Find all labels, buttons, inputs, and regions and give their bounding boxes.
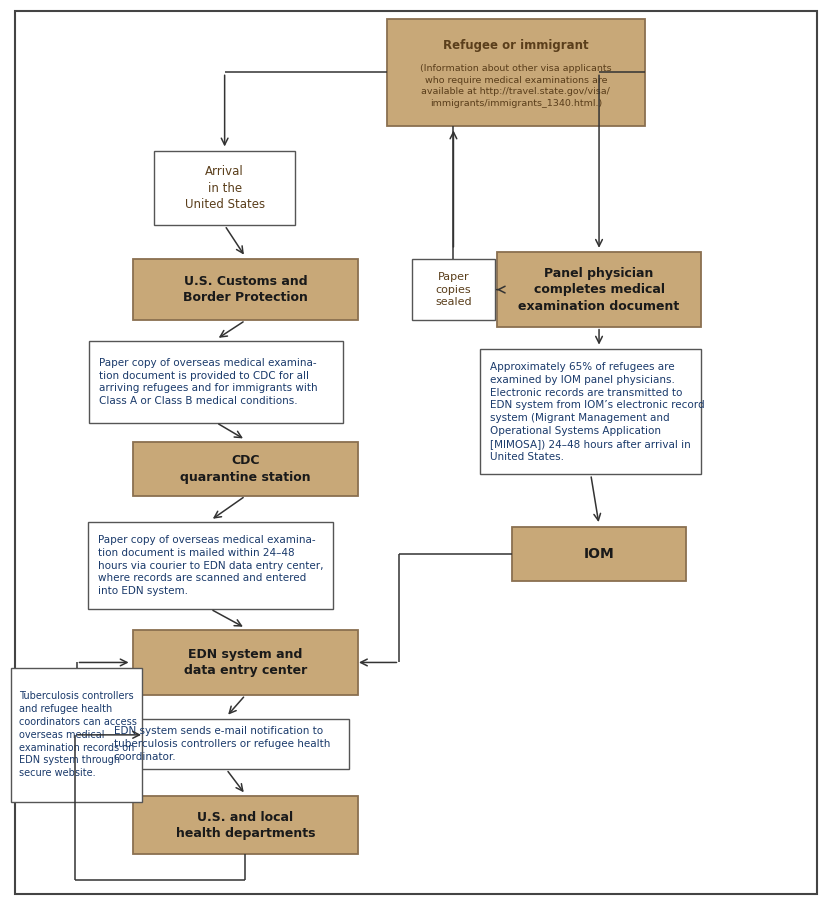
FancyBboxPatch shape — [154, 151, 295, 225]
Text: Refugee or immigrant: Refugee or immigrant — [443, 39, 589, 52]
FancyBboxPatch shape — [88, 522, 333, 609]
Text: (Information about other visa applicants
who require medical examinations are
av: (Information about other visa applicants… — [420, 64, 612, 108]
Text: EDN system and
data entry center: EDN system and data entry center — [184, 648, 307, 677]
Text: Tuberculosis controllers
and refugee health
coordinators can access
overseas med: Tuberculosis controllers and refugee hea… — [19, 691, 137, 778]
FancyBboxPatch shape — [133, 259, 358, 320]
FancyBboxPatch shape — [480, 349, 701, 474]
FancyBboxPatch shape — [133, 630, 358, 695]
Text: Panel physician
completes medical
examination document: Panel physician completes medical examin… — [518, 267, 680, 312]
Text: Arrival
in the
United States: Arrival in the United States — [185, 166, 265, 211]
Text: CDC
quarantine station: CDC quarantine station — [180, 454, 311, 483]
Text: Paper
copies
sealed: Paper copies sealed — [435, 272, 472, 308]
FancyBboxPatch shape — [497, 252, 701, 327]
Text: EDN system sends e-mail notification to
tuberculosis controllers or refugee heal: EDN system sends e-mail notification to … — [114, 726, 330, 762]
FancyBboxPatch shape — [133, 796, 358, 854]
Text: U.S. Customs and
Border Protection: U.S. Customs and Border Protection — [183, 275, 308, 304]
Text: U.S. and local
health departments: U.S. and local health departments — [176, 811, 315, 840]
FancyBboxPatch shape — [11, 668, 142, 802]
Text: Approximately 65% of refugees are
examined by IOM panel physicians.
Electronic r: Approximately 65% of refugees are examin… — [490, 362, 705, 462]
Text: Paper copy of overseas medical examina-
tion document is mailed within 24–48
hou: Paper copy of overseas medical examina- … — [98, 535, 324, 596]
Text: IOM: IOM — [584, 547, 614, 561]
FancyBboxPatch shape — [133, 442, 358, 496]
FancyBboxPatch shape — [512, 527, 686, 581]
FancyBboxPatch shape — [90, 341, 344, 423]
FancyBboxPatch shape — [387, 19, 645, 126]
FancyBboxPatch shape — [104, 719, 349, 769]
FancyBboxPatch shape — [412, 259, 495, 320]
Text: Paper copy of overseas medical examina-
tion document is provided to CDC for all: Paper copy of overseas medical examina- … — [100, 357, 318, 406]
